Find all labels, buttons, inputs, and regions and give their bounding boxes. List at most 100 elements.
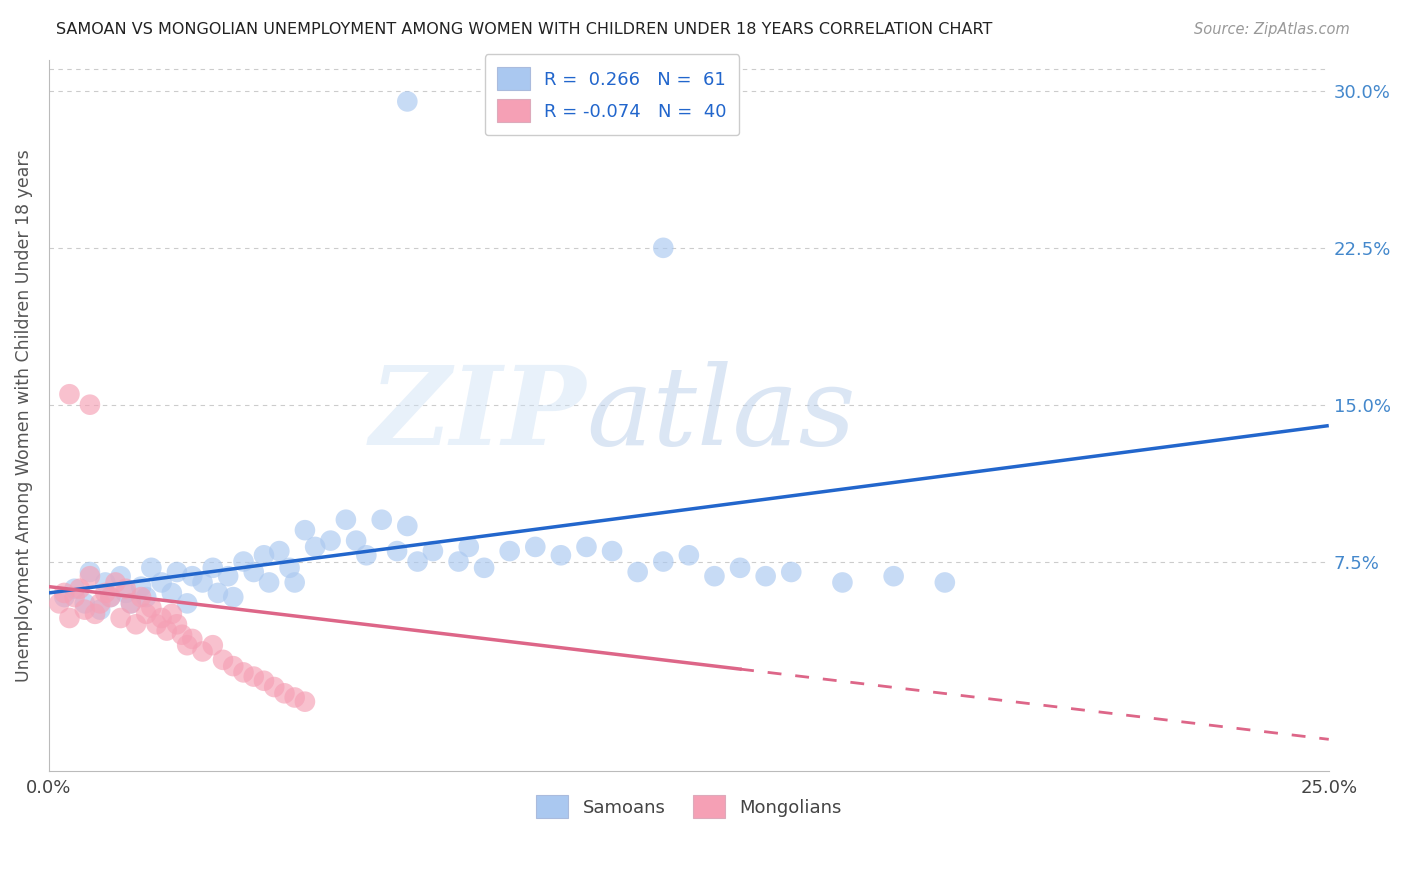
- Point: [79, 565, 101, 579]
- Point: [396, 95, 419, 109]
- Point: [550, 549, 572, 563]
- Point: [356, 549, 378, 563]
- Point: [242, 669, 264, 683]
- Point: [181, 569, 204, 583]
- Point: [191, 575, 214, 590]
- Point: [385, 544, 408, 558]
- Point: [100, 590, 122, 604]
- Point: [176, 596, 198, 610]
- Point: [125, 617, 148, 632]
- Point: [344, 533, 367, 548]
- Point: [780, 565, 803, 579]
- Point: [69, 582, 91, 596]
- Point: [396, 519, 419, 533]
- Point: [89, 602, 111, 616]
- Point: [63, 582, 86, 596]
- Text: ZIP: ZIP: [370, 361, 586, 469]
- Point: [703, 569, 725, 583]
- Point: [73, 596, 96, 610]
- Point: [110, 611, 132, 625]
- Point: [755, 569, 778, 583]
- Point: [150, 575, 173, 590]
- Point: [53, 590, 76, 604]
- Text: atlas: atlas: [586, 361, 856, 469]
- Point: [135, 590, 157, 604]
- Point: [457, 540, 479, 554]
- Point: [104, 575, 127, 590]
- Point: [284, 690, 307, 705]
- Text: SAMOAN VS MONGOLIAN UNEMPLOYMENT AMONG WOMEN WITH CHILDREN UNDER 18 YEARS CORREL: SAMOAN VS MONGOLIAN UNEMPLOYMENT AMONG W…: [56, 22, 993, 37]
- Point: [652, 555, 675, 569]
- Point: [319, 533, 342, 548]
- Point: [499, 544, 522, 558]
- Point: [524, 540, 547, 554]
- Point: [627, 565, 650, 579]
- Point: [79, 569, 101, 583]
- Point: [166, 565, 188, 579]
- Point: [207, 586, 229, 600]
- Point: [600, 544, 623, 558]
- Point: [678, 549, 700, 563]
- Point: [447, 555, 470, 569]
- Point: [89, 596, 111, 610]
- Y-axis label: Unemployment Among Women with Children Under 18 years: Unemployment Among Women with Children U…: [15, 149, 32, 681]
- Point: [232, 665, 254, 680]
- Point: [53, 586, 76, 600]
- Point: [335, 513, 357, 527]
- Point: [253, 549, 276, 563]
- Point: [170, 628, 193, 642]
- Point: [422, 544, 444, 558]
- Point: [652, 241, 675, 255]
- Point: [160, 607, 183, 621]
- Point: [176, 638, 198, 652]
- Point: [58, 611, 80, 625]
- Point: [79, 398, 101, 412]
- Point: [191, 644, 214, 658]
- Point: [294, 523, 316, 537]
- Point: [222, 590, 245, 604]
- Point: [728, 561, 751, 575]
- Point: [575, 540, 598, 554]
- Point: [263, 680, 285, 694]
- Point: [278, 561, 301, 575]
- Point: [217, 569, 239, 583]
- Point: [94, 586, 117, 600]
- Legend: Samoans, Mongolians: Samoans, Mongolians: [529, 788, 849, 826]
- Text: Source: ZipAtlas.com: Source: ZipAtlas.com: [1194, 22, 1350, 37]
- Point: [120, 596, 142, 610]
- Point: [269, 544, 291, 558]
- Point: [141, 600, 163, 615]
- Point: [129, 590, 152, 604]
- Point: [120, 596, 142, 610]
- Point: [370, 513, 392, 527]
- Point: [883, 569, 905, 583]
- Point: [150, 611, 173, 625]
- Point: [100, 590, 122, 604]
- Point: [232, 555, 254, 569]
- Point: [253, 673, 276, 688]
- Point: [284, 575, 307, 590]
- Point: [212, 653, 235, 667]
- Point: [156, 624, 179, 638]
- Point: [94, 575, 117, 590]
- Point: [110, 569, 132, 583]
- Point: [257, 575, 280, 590]
- Point: [273, 686, 295, 700]
- Point: [160, 586, 183, 600]
- Point: [201, 638, 224, 652]
- Point: [934, 575, 956, 590]
- Point: [222, 659, 245, 673]
- Point: [48, 596, 70, 610]
- Point: [58, 387, 80, 401]
- Point: [73, 602, 96, 616]
- Point: [114, 586, 136, 600]
- Point: [242, 565, 264, 579]
- Point: [831, 575, 853, 590]
- Point: [145, 617, 167, 632]
- Point: [304, 540, 326, 554]
- Point: [141, 561, 163, 575]
- Point: [129, 580, 152, 594]
- Point: [472, 561, 495, 575]
- Point: [135, 607, 157, 621]
- Point: [84, 607, 107, 621]
